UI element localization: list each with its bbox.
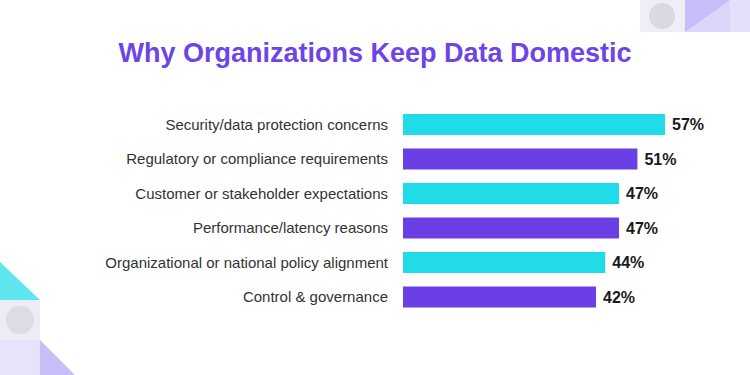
svg-text:57%: 57% bbox=[672, 116, 704, 133]
svg-text:Performance/latency reasons: Performance/latency reasons bbox=[193, 219, 388, 236]
svg-text:44%: 44% bbox=[612, 254, 644, 271]
svg-text:Customer or stakeholder expect: Customer or stakeholder expectations bbox=[135, 185, 388, 202]
svg-text:Control & governance: Control & governance bbox=[243, 288, 388, 305]
svg-text:Organizational or national pol: Organizational or national policy alignm… bbox=[105, 254, 388, 271]
svg-text:Regulatory or compliance requi: Regulatory or compliance requirements bbox=[126, 150, 388, 167]
svg-text:42%: 42% bbox=[603, 289, 635, 306]
html-text:Why Organizations Keep Data Do: Why Organizations Keep Data Domestic bbox=[118, 38, 632, 68]
svg-text:51%: 51% bbox=[644, 151, 676, 168]
svg-text:47%: 47% bbox=[626, 185, 658, 202]
svg-text:47%: 47% bbox=[626, 220, 658, 237]
svg-text:Security/data protection conce: Security/data protection concerns bbox=[165, 116, 388, 133]
